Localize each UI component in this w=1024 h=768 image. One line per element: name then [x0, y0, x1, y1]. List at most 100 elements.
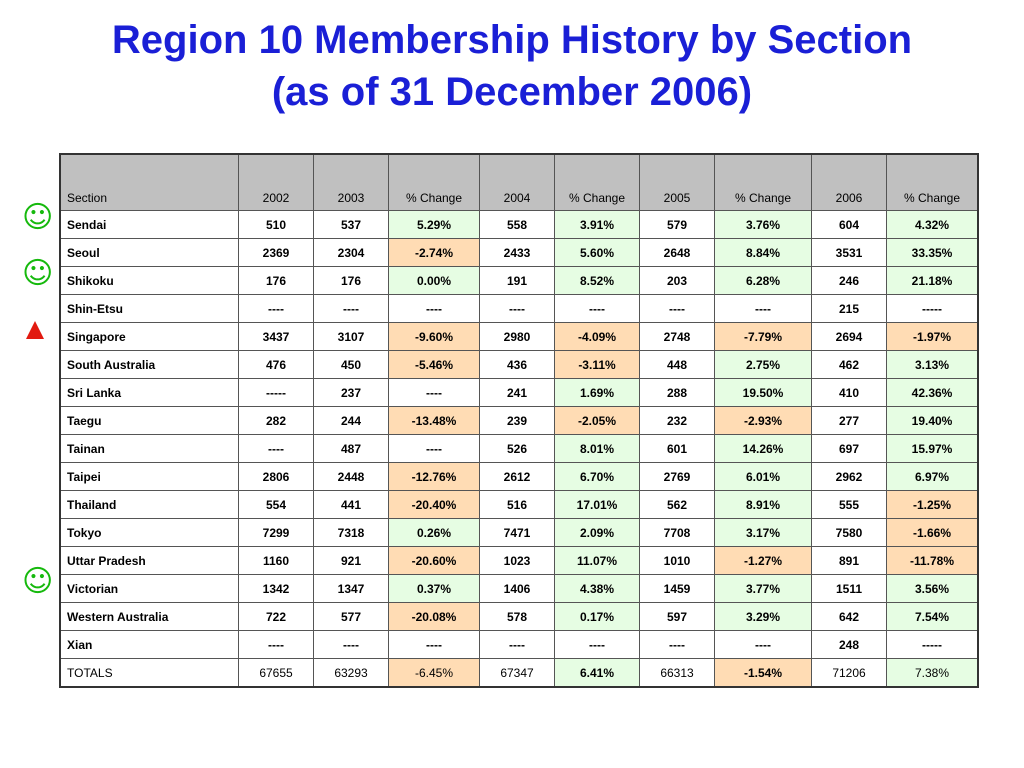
section-name: Shin-Etsu [59, 294, 239, 323]
smiley-icon: ☺ [22, 200, 54, 235]
percent-change-cell: ---- [714, 630, 812, 659]
percent-change-cell: -1.54% [714, 658, 812, 688]
member-count-cell: 1160 [238, 546, 314, 575]
section-name: Tokyo [59, 518, 239, 547]
percent-change-cell: -6.45% [388, 658, 480, 688]
percent-change-cell: 1.69% [554, 378, 640, 407]
smiley-icon: ☺ [22, 564, 54, 599]
triangle-up-icon [22, 316, 48, 344]
percent-change-cell: -2.74% [388, 238, 480, 267]
member-count-cell: 1459 [639, 574, 715, 603]
percent-change-cell: 6.70% [554, 462, 640, 491]
percent-change-cell: 3.29% [714, 602, 812, 631]
percent-change-cell: -9.60% [388, 322, 480, 351]
member-count-cell: 1342 [238, 574, 314, 603]
percent-change-cell: 8.91% [714, 490, 812, 519]
section-name: Uttar Pradesh [59, 546, 239, 575]
member-count-cell: 601 [639, 434, 715, 463]
member-count-cell: 642 [811, 602, 887, 631]
percent-change-cell: -12.76% [388, 462, 480, 491]
header-section: Section [59, 153, 239, 211]
member-count-cell: 2369 [238, 238, 314, 267]
member-count-cell: 288 [639, 378, 715, 407]
header-col-2: 2003 [313, 153, 389, 211]
member-count-cell: 578 [479, 602, 555, 631]
section-name: South Australia [59, 350, 239, 379]
section-name: Xian [59, 630, 239, 659]
member-count-cell: 191 [479, 266, 555, 295]
percent-change-cell: 3.17% [714, 518, 812, 547]
member-count-cell: 2648 [639, 238, 715, 267]
section-name: Thailand [59, 490, 239, 519]
percent-change-cell: 3.76% [714, 210, 812, 239]
member-count-cell: 282 [238, 406, 314, 435]
header-col-3: % Change [388, 153, 480, 211]
section-name: Victorian [59, 574, 239, 603]
member-count-cell: 2748 [639, 322, 715, 351]
member-count-cell: 554 [238, 490, 314, 519]
percent-change-cell: -20.40% [388, 490, 480, 519]
member-count-cell: 2448 [313, 462, 389, 491]
table-row: Xian ---- ---- ---- ---- ---- ---- ---- 248 ----- [59, 630, 979, 659]
percent-change-cell: 0.37% [388, 574, 480, 603]
title-line-2: (as of 31 December 2006) [271, 70, 753, 114]
section-name: Sri Lanka [59, 378, 239, 407]
percent-change-cell: 5.29% [388, 210, 480, 239]
member-count-cell: 1010 [639, 546, 715, 575]
member-count-cell: 176 [313, 266, 389, 295]
member-count-cell: ---- [238, 630, 314, 659]
member-count-cell: 555 [811, 490, 887, 519]
table-row: Singapore 3437 3107 -9.60% 2980 -4.09% 2748 -7.… [59, 322, 979, 351]
member-count-cell: 1023 [479, 546, 555, 575]
percent-change-cell: 14.26% [714, 434, 812, 463]
percent-change-cell: -1.27% [714, 546, 812, 575]
member-count-cell: 203 [639, 266, 715, 295]
percent-change-cell: 3.13% [886, 350, 979, 379]
percent-change-cell: 5.60% [554, 238, 640, 267]
triangle-shape [26, 321, 44, 339]
table-row: Seoul 2369 2304 -2.74% 2433 5.60% 2648 8.84% 353… [59, 238, 979, 267]
percent-change-cell: 7.38% [886, 658, 979, 688]
table-row: Western Australia 722 577 -20.08% 578 0.17% 59… [59, 602, 979, 631]
percent-change-cell: 0.26% [388, 518, 480, 547]
member-count-cell: 562 [639, 490, 715, 519]
percent-change-cell: -3.11% [554, 350, 640, 379]
member-count-cell: 244 [313, 406, 389, 435]
member-count-cell: 215 [811, 294, 887, 323]
percent-change-cell: -2.93% [714, 406, 812, 435]
percent-change-cell: -1.25% [886, 490, 979, 519]
table-row: Taipei 2806 2448 -12.76% 2612 6.70% 2769 6.01% 2… [59, 462, 979, 491]
table-header-row: Section 2002 2003% Change 2004% Change 2005%… [59, 153, 979, 211]
table-row: Tokyo 7299 7318 0.26% 7471 2.09% 7708 3.17% 7580… [59, 518, 979, 547]
percent-change-cell: 6.01% [714, 462, 812, 491]
percent-change-cell: 6.97% [886, 462, 979, 491]
section-name: Tainan [59, 434, 239, 463]
member-count-cell: 441 [313, 490, 389, 519]
member-count-cell: 67655 [238, 658, 314, 688]
percent-change-cell: 0.17% [554, 602, 640, 631]
percent-change-cell: 3.77% [714, 574, 812, 603]
member-count-cell: ---- [639, 630, 715, 659]
member-count-cell: 176 [238, 266, 314, 295]
percent-change-cell: ----- [886, 630, 979, 659]
member-count-cell: 410 [811, 378, 887, 407]
percent-change-cell: 3.56% [886, 574, 979, 603]
member-count-cell: 722 [238, 602, 314, 631]
member-count-cell: 67347 [479, 658, 555, 688]
member-count-cell: 1347 [313, 574, 389, 603]
member-count-cell: 248 [811, 630, 887, 659]
percent-change-cell: -1.97% [886, 322, 979, 351]
table-row: Taegu 282 244 -13.48% 239 -2.05% 232 -2.93% 277 1… [59, 406, 979, 435]
percent-change-cell: -1.66% [886, 518, 979, 547]
percent-change-cell: 17.01% [554, 490, 640, 519]
member-count-cell: 2962 [811, 462, 887, 491]
section-name: Taipei [59, 462, 239, 491]
percent-change-cell: ---- [388, 630, 480, 659]
member-count-cell: 1511 [811, 574, 887, 603]
member-count-cell: ----- [238, 378, 314, 407]
member-count-cell: 246 [811, 266, 887, 295]
percent-change-cell: -20.60% [388, 546, 480, 575]
member-count-cell: 7471 [479, 518, 555, 547]
percent-change-cell: 6.41% [554, 658, 640, 688]
percent-change-cell: 21.18% [886, 266, 979, 295]
